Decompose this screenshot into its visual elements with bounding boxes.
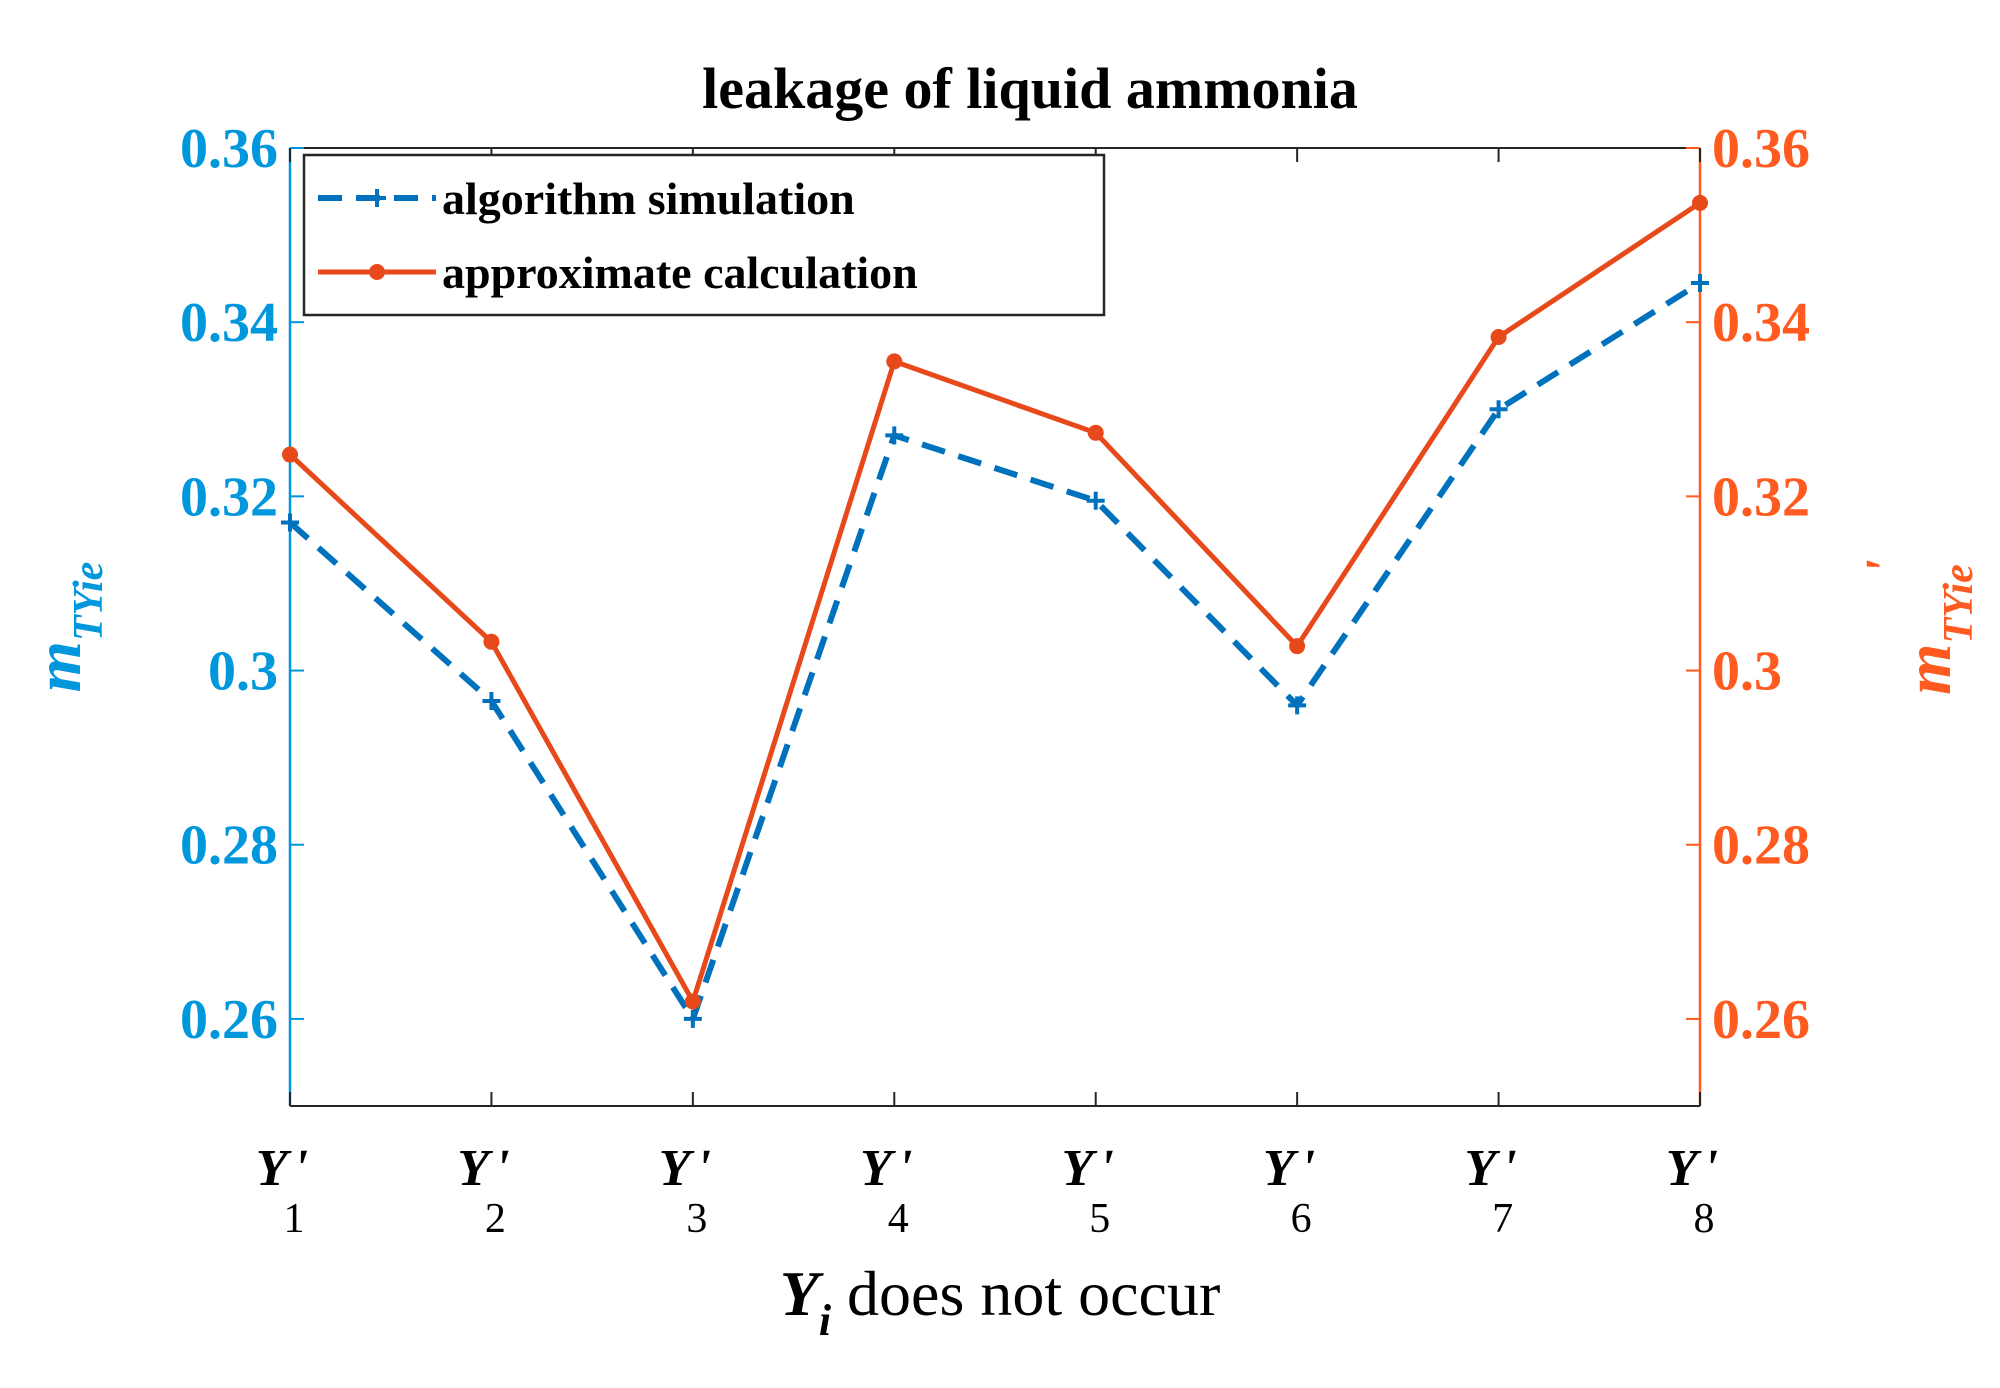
y-tick-label-right: 0.26 bbox=[1712, 989, 1810, 1051]
x-tick-label-sub: 8 bbox=[1694, 1196, 1715, 1242]
x-tick-label: Y ' bbox=[659, 1140, 711, 1197]
x-axis-label-text: does not occur bbox=[831, 1258, 1220, 1329]
axis-ticks: 0.26 0.26 0.28 0.28 0.3 0.3 0.32 0.32 0.34 0.34 0.… bbox=[180, 118, 1810, 1106]
y-tick-label-left: 0.36 bbox=[180, 118, 278, 180]
legend-marker-plus bbox=[368, 189, 386, 207]
series-line-approximate-calculation bbox=[288, 200, 1702, 1004]
y-tick-label-right: 0.3 bbox=[1712, 641, 1782, 703]
y-tick-label-right: 0.36 bbox=[1712, 118, 1810, 180]
data-point-plus bbox=[281, 513, 299, 532]
x-tick-label-sub: 1 bbox=[284, 1196, 305, 1242]
y-tick-label-right: 0.34 bbox=[1712, 292, 1810, 354]
data-point-dot bbox=[684, 993, 701, 1010]
series-line-algorithm-simulation bbox=[288, 280, 1702, 1022]
x-tick-labels: Y '1Y '2Y '3Y '4Y '5Y '6Y '7Y '8 bbox=[256, 1140, 1718, 1242]
data-point-dot bbox=[1087, 424, 1104, 441]
y-tick-label-left: 0.26 bbox=[180, 989, 278, 1051]
chart-title: leakage of liquid ammonia bbox=[702, 56, 1358, 121]
x-tick-label-sub: 3 bbox=[686, 1196, 707, 1242]
data-point-plus bbox=[482, 692, 501, 711]
data-point-dot bbox=[1692, 194, 1708, 211]
y-axis-label-right: mTYie ' bbox=[1854, 559, 1982, 695]
legend: algorithm simulation approximate calcula… bbox=[302, 153, 1106, 317]
data-point-dot bbox=[483, 633, 500, 650]
x-tick-label: Y ' bbox=[1062, 1140, 1114, 1197]
plot-area bbox=[288, 147, 1702, 1107]
y-tick-label-left: 0.3 bbox=[208, 641, 278, 703]
y-axis-label-left: mTYie bbox=[22, 562, 112, 693]
data-point-plus bbox=[1086, 491, 1105, 510]
y-tick-label-left: 0.28 bbox=[180, 815, 278, 877]
x-tick-label: Y ' bbox=[457, 1140, 509, 1197]
data-point-dot bbox=[886, 353, 903, 370]
data-point-plus bbox=[683, 1009, 702, 1028]
series-layer bbox=[281, 194, 1709, 1028]
x-axis-label: Yi does not occur bbox=[780, 1258, 1221, 1345]
y-tick-label-left: 0.34 bbox=[180, 292, 278, 354]
x-tick-label: Y ' bbox=[860, 1140, 912, 1197]
x-tick-label: Y ' bbox=[1666, 1140, 1718, 1197]
x-axis-label-sub: i bbox=[819, 1296, 832, 1345]
data-point-dot bbox=[1490, 328, 1507, 345]
x-tick-label: Y ' bbox=[256, 1140, 308, 1197]
data-point-plus bbox=[885, 426, 904, 445]
x-tick-label-sub: 6 bbox=[1291, 1196, 1312, 1242]
x-tick-label-sub: 2 bbox=[485, 1196, 506, 1242]
x-tick-label-sub: 4 bbox=[888, 1196, 909, 1242]
data-point-plus bbox=[1691, 273, 1709, 292]
legend-label-approximate-calculation: approximate calculation bbox=[442, 247, 918, 298]
x-tick-label: Y ' bbox=[1263, 1140, 1315, 1197]
legend-label-algorithm-simulation: algorithm simulation bbox=[442, 173, 855, 224]
data-point-plus bbox=[1288, 696, 1307, 715]
y-tick-label-right: 0.32 bbox=[1712, 466, 1810, 528]
y-tick-label-left: 0.32 bbox=[180, 466, 278, 528]
y-tick-label-right: 0.28 bbox=[1712, 815, 1810, 877]
y-axis-right-prime: ' bbox=[1854, 559, 1914, 574]
legend-box bbox=[302, 153, 1106, 317]
data-point-dot bbox=[1289, 638, 1306, 655]
x-tick-label-sub: 5 bbox=[1089, 1196, 1110, 1242]
data-point-plus bbox=[1489, 400, 1508, 419]
y-axis-right-var: m bbox=[1892, 643, 1965, 694]
y-axis-left-sub: TYie bbox=[66, 562, 112, 641]
x-tick-label-sub: 7 bbox=[1492, 1196, 1513, 1242]
y-axis-right-sub: TYie bbox=[1936, 564, 1982, 643]
x-axis-label-var: Y bbox=[780, 1258, 824, 1329]
x-tick-label: Y ' bbox=[1464, 1140, 1516, 1197]
legend-marker-dot bbox=[369, 264, 385, 280]
y-axis-left-var: m bbox=[22, 641, 95, 692]
data-point-dot bbox=[282, 446, 298, 463]
